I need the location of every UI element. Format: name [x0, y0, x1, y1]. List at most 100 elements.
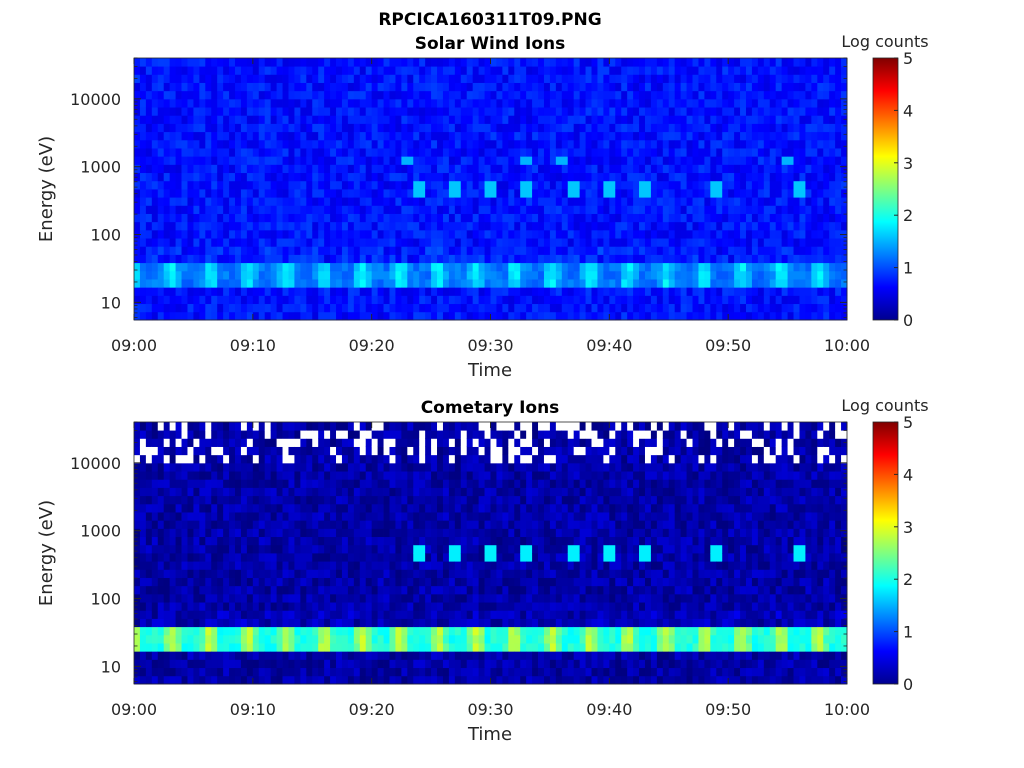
heatmap-cell — [395, 172, 402, 182]
heatmap-cell — [680, 303, 687, 313]
heatmap-cell — [365, 229, 373, 239]
heatmap-cell — [169, 189, 176, 198]
heatmap-cell — [175, 536, 182, 546]
heatmap-cell — [205, 107, 212, 116]
heatmap-cell — [235, 172, 242, 182]
heatmap-cell — [193, 58, 200, 67]
heatmap-cell — [829, 189, 836, 198]
heatmap-cell — [157, 471, 165, 480]
heatmap-cell — [668, 254, 676, 264]
heatmap-cell — [193, 659, 200, 669]
heatmap-cell — [312, 287, 319, 296]
heatmap-cell — [561, 131, 569, 141]
panel-solar-wind: Solar Wind Ions 09:00 09:10 09:20 09:30 09:4… — [36, 32, 929, 381]
heatmap-cell — [817, 270, 824, 280]
heatmap-cell — [139, 610, 147, 619]
heatmap-cell — [561, 115, 569, 124]
heatmap-cell — [181, 197, 188, 206]
heatmap-cell — [312, 254, 319, 264]
heatmap-cell — [585, 131, 592, 141]
heatmap-cell — [508, 213, 515, 223]
heatmap-cell — [401, 74, 408, 83]
heatmap-cell — [686, 164, 693, 174]
heatmap-cell — [692, 246, 699, 255]
heatmap-cell — [276, 544, 283, 554]
heatmap-cell — [502, 213, 509, 223]
heatmap-cell — [258, 164, 266, 174]
heatmap-cell — [841, 90, 848, 100]
heatmap-cell — [240, 610, 248, 619]
heatmap-cell — [217, 479, 224, 488]
heatmap-cell — [395, 189, 402, 198]
heatmap-cell — [223, 221, 230, 231]
heatmap-cell — [793, 238, 800, 247]
heatmap-cell — [490, 115, 497, 124]
heatmap-cell — [235, 279, 242, 288]
heatmap-cell — [258, 593, 266, 603]
heatmap-cell — [139, 254, 147, 264]
heatmap-cell — [490, 90, 497, 100]
heatmap-cell — [252, 82, 260, 92]
heatmap-cell — [514, 164, 521, 174]
heatmap-cell — [163, 74, 171, 83]
heatmap-cell — [686, 123, 693, 133]
heatmap-cell — [555, 74, 563, 83]
heatmap-cell — [258, 643, 266, 652]
heatmap-cell — [163, 311, 171, 321]
heatmap-cell — [775, 254, 783, 264]
heatmap-cell — [656, 180, 664, 190]
heatmap-cell — [336, 246, 343, 255]
heatmap-cell — [425, 213, 432, 223]
heatmap-cell — [211, 197, 218, 206]
panel-title-cometary: Cometary Ions — [421, 398, 560, 418]
heatmap-cell — [627, 58, 634, 67]
heatmap-cell — [668, 246, 676, 255]
heatmap-cell — [264, 528, 272, 538]
heatmap-cell — [478, 66, 485, 75]
heatmap-cell — [181, 238, 188, 247]
heatmap-cell — [217, 553, 224, 562]
heatmap-cell — [181, 561, 188, 570]
heatmap-cell — [252, 602, 260, 611]
heatmap-cell — [823, 213, 830, 223]
heatmap-cell — [549, 238, 557, 247]
heatmap-cell — [300, 164, 307, 174]
heatmap-cell — [710, 131, 717, 141]
heatmap-solar-wind — [134, 58, 848, 321]
heatmap-cell — [775, 303, 783, 313]
heatmap-cell — [627, 90, 634, 100]
heatmap-cell — [454, 238, 462, 247]
heatmap-cell — [151, 279, 159, 288]
heatmap-cell — [181, 544, 188, 554]
heatmap-cell — [324, 172, 331, 182]
heatmap-cell — [205, 213, 212, 223]
heatmap-cell — [502, 279, 509, 288]
heatmap-cell — [775, 229, 783, 239]
heatmap-cell — [169, 58, 176, 67]
heatmap-cell — [532, 270, 539, 280]
heatmap-cell — [603, 90, 610, 100]
heatmap-cell — [526, 287, 533, 296]
heatmap-cell — [235, 667, 242, 677]
heatmap-cell — [217, 569, 224, 578]
heatmap-cell — [306, 148, 313, 157]
heatmap-cell — [615, 131, 622, 141]
heatmap-cell — [347, 139, 355, 149]
heatmap-cell — [246, 213, 254, 223]
heatmap-cell — [383, 74, 390, 83]
heatmap-cell — [276, 74, 283, 83]
heatmap-cell — [419, 287, 426, 296]
heatmap-cell — [258, 503, 266, 513]
heatmap-cell — [591, 66, 598, 75]
heatmap-cell — [240, 180, 248, 190]
heatmap-cell — [300, 561, 307, 570]
heatmap-cell — [799, 270, 806, 280]
heatmap-cell — [235, 90, 242, 100]
heatmap-cell — [300, 295, 307, 305]
heatmap-cell — [811, 98, 818, 108]
heatmap-cell — [508, 279, 515, 288]
heatmap-cell — [223, 495, 230, 505]
heatmap-cell — [787, 279, 794, 288]
heatmap-cell — [680, 172, 687, 182]
heatmap-cell — [252, 536, 260, 546]
